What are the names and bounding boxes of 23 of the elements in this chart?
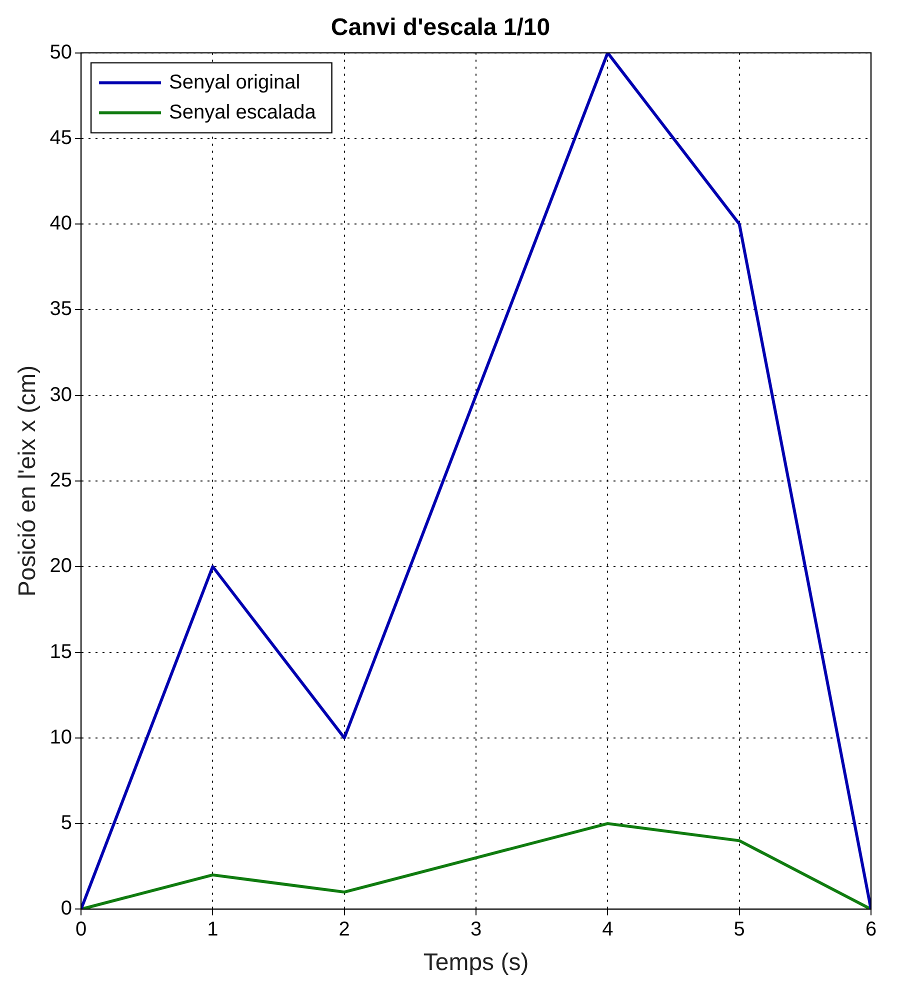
x-axis-title: Temps (s) [423, 949, 529, 976]
y-tick-label: 15 [50, 640, 72, 663]
x-tick-label: 3 [470, 918, 482, 941]
legend-label: Senyal escalada [169, 101, 317, 124]
x-tick-label: 6 [865, 918, 877, 941]
y-axis-title: Posició en l'eix x (cm) [14, 365, 42, 597]
x-tick-label: 5 [734, 918, 745, 941]
y-tick-label: 40 [50, 212, 72, 235]
y-tick-label: 10 [50, 726, 72, 748]
chart-title: Canvi d'escala 1/10 [330, 14, 550, 42]
y-tick-label: 20 [50, 555, 72, 578]
y-tick-label: 5 [60, 812, 72, 834]
y-tick-label: 35 [50, 298, 72, 320]
y-tick-label: 30 [50, 384, 72, 406]
x-tick-label: 4 [602, 918, 614, 941]
x-tick-label: 1 [207, 918, 218, 941]
y-tick-label: 50 [50, 41, 72, 64]
y-tick-label: 0 [60, 898, 72, 920]
y-tick-label: 25 [50, 470, 72, 492]
y-tick-label: 45 [50, 126, 72, 149]
x-tick-label: 2 [338, 918, 350, 941]
x-tick-label: 0 [75, 918, 87, 941]
legend-label: Senyal original [169, 71, 300, 94]
